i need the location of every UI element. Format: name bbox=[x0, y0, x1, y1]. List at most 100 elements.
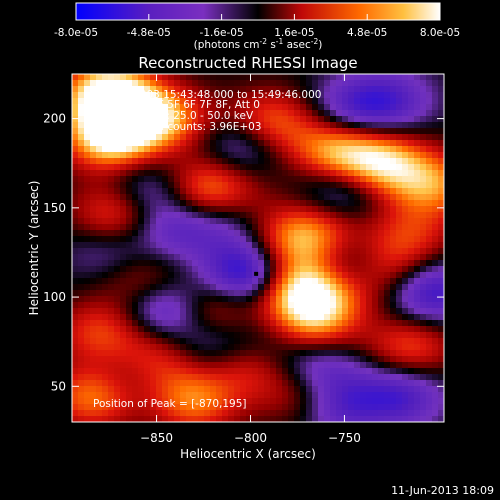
heatmap-cell bbox=[246, 74, 253, 81]
heatmap-cell bbox=[174, 80, 181, 87]
heatmap-cell bbox=[390, 362, 397, 369]
heatmap-cell bbox=[210, 188, 217, 195]
heatmap-cell bbox=[432, 152, 439, 159]
heatmap-cell bbox=[390, 332, 397, 339]
heatmap-cell bbox=[210, 368, 217, 375]
heatmap-cell bbox=[102, 170, 109, 177]
heatmap-cell bbox=[336, 314, 343, 321]
heatmap-cell bbox=[348, 236, 355, 243]
heatmap-cell bbox=[114, 332, 121, 339]
heatmap-cell bbox=[96, 338, 103, 345]
heatmap-cell bbox=[156, 146, 163, 153]
heatmap-cell bbox=[330, 248, 337, 255]
heatmap-cell bbox=[300, 236, 307, 243]
heatmap-cell bbox=[360, 164, 367, 171]
heatmap-cell bbox=[336, 290, 343, 297]
heatmap-cell bbox=[90, 248, 97, 255]
heatmap-cell bbox=[276, 158, 283, 165]
heatmap-cell bbox=[360, 368, 367, 375]
heatmap-cell bbox=[300, 296, 307, 303]
heatmap-cell bbox=[348, 410, 355, 417]
heatmap-cell bbox=[102, 224, 109, 231]
heatmap-cell bbox=[312, 308, 319, 315]
heatmap-cell bbox=[312, 248, 319, 255]
heatmap-cell bbox=[120, 338, 127, 345]
heatmap-cell bbox=[174, 278, 181, 285]
heatmap-cell bbox=[84, 134, 91, 141]
heatmap-cell bbox=[180, 224, 187, 231]
heatmap-cell bbox=[132, 200, 139, 207]
heatmap-cell bbox=[426, 164, 433, 171]
heatmap-cell bbox=[234, 152, 241, 159]
heatmap-cell bbox=[324, 374, 331, 381]
heatmap-cell bbox=[150, 176, 157, 183]
colorbar-tick-label: -1.6e-05 bbox=[200, 27, 244, 39]
heatmap-cell bbox=[426, 380, 433, 387]
heatmap-cell bbox=[354, 248, 361, 255]
heatmap-cell bbox=[162, 410, 169, 417]
heatmap-cell bbox=[342, 176, 349, 183]
heatmap-cell bbox=[144, 170, 151, 177]
heatmap-cell bbox=[438, 350, 445, 357]
heatmap-cell bbox=[162, 368, 169, 375]
heatmap-cell bbox=[84, 272, 91, 279]
heatmap-cell bbox=[156, 362, 163, 369]
heatmap-cell bbox=[162, 344, 169, 351]
heatmap-cell bbox=[384, 176, 391, 183]
heatmap-cell bbox=[336, 152, 343, 159]
heatmap-cell bbox=[240, 80, 247, 87]
heatmap-cell bbox=[420, 374, 427, 381]
heatmap-cell bbox=[396, 326, 403, 333]
heatmap-cell bbox=[306, 416, 313, 423]
heatmap-cell bbox=[342, 188, 349, 195]
heatmap-cell bbox=[408, 350, 415, 357]
heatmap-cell bbox=[234, 80, 241, 87]
heatmap-cell bbox=[138, 314, 145, 321]
heatmap-cell bbox=[414, 98, 421, 105]
heatmap-cell bbox=[426, 260, 433, 267]
heatmap-cell bbox=[342, 200, 349, 207]
heatmap-cell bbox=[360, 392, 367, 399]
heatmap-cell bbox=[402, 326, 409, 333]
heatmap-cell bbox=[156, 254, 163, 261]
heatmap-cell bbox=[348, 230, 355, 237]
heatmap-cell bbox=[294, 152, 301, 159]
heatmap-cell bbox=[348, 398, 355, 405]
heatmap-cell bbox=[198, 224, 205, 231]
heatmap-cell bbox=[282, 158, 289, 165]
heatmap-cell bbox=[366, 122, 373, 129]
heatmap-cell bbox=[408, 278, 415, 285]
heatmap-cell bbox=[102, 74, 109, 81]
heatmap-cell bbox=[246, 350, 253, 357]
heatmap-cell bbox=[420, 350, 427, 357]
heatmap-cell bbox=[288, 74, 295, 81]
heatmap-cell bbox=[126, 92, 133, 99]
heatmap-cell bbox=[264, 338, 271, 345]
heatmap-cell bbox=[366, 152, 373, 159]
heatmap-cell bbox=[396, 248, 403, 255]
heatmap-cell bbox=[246, 152, 253, 159]
heatmap-cell bbox=[240, 404, 247, 411]
heatmap-cell bbox=[264, 236, 271, 243]
heatmap-cell bbox=[390, 314, 397, 321]
heatmap-cell bbox=[138, 260, 145, 267]
heatmap-cell bbox=[210, 326, 217, 333]
heatmap-cell bbox=[336, 308, 343, 315]
heatmap-cell bbox=[156, 386, 163, 393]
heatmap-cell bbox=[408, 194, 415, 201]
heatmap-cell bbox=[300, 392, 307, 399]
heatmap-cell bbox=[228, 332, 235, 339]
heatmap-cell bbox=[144, 266, 151, 273]
heatmap-cell bbox=[186, 290, 193, 297]
heatmap-cell bbox=[420, 212, 427, 219]
heatmap-cell bbox=[276, 98, 283, 105]
heatmap-cell bbox=[132, 332, 139, 339]
heatmap-cell bbox=[108, 302, 115, 309]
heatmap-cell bbox=[174, 392, 181, 399]
heatmap-cell bbox=[144, 188, 151, 195]
heatmap-cell bbox=[228, 290, 235, 297]
heatmap-cell bbox=[336, 218, 343, 225]
heatmap-cell bbox=[396, 350, 403, 357]
heatmap-cell bbox=[396, 296, 403, 303]
heatmap-cell bbox=[330, 344, 337, 351]
